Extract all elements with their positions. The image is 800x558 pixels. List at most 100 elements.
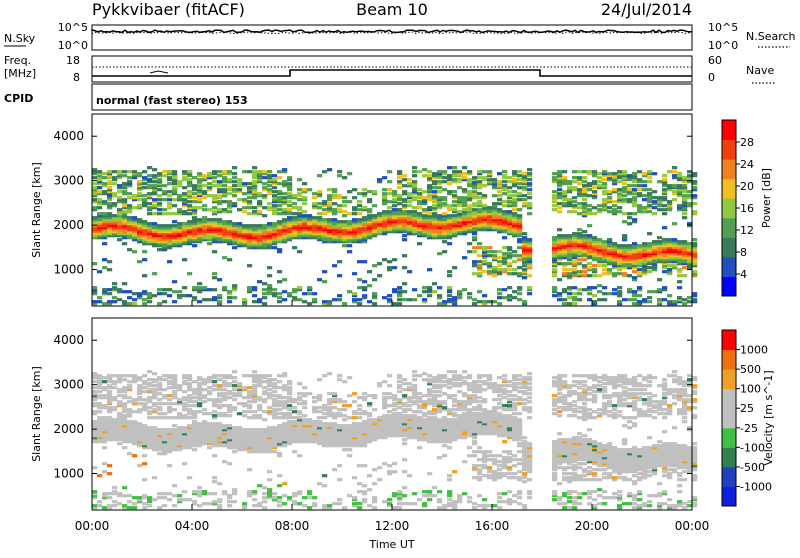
power-cell (212, 272, 217, 275)
velocity-cell (107, 390, 112, 393)
power-cell (192, 216, 197, 219)
power-cell (327, 168, 332, 171)
velocity-cell (362, 490, 367, 493)
power-cell (97, 296, 102, 299)
velocity-cell (157, 428, 162, 431)
power-cell (502, 192, 507, 195)
velocity-cell (137, 408, 142, 411)
cpid-value: normal (fast stereo) 153 (96, 94, 248, 107)
power-cell (137, 198, 142, 201)
velocity-cell (237, 412, 242, 415)
power-cell (502, 184, 507, 187)
power-cell (482, 170, 487, 173)
power-cell (632, 270, 637, 273)
power-cell (592, 274, 597, 277)
velocity-cell (197, 486, 202, 489)
power-cell (507, 194, 512, 197)
power-cell (477, 300, 482, 303)
power-cell (437, 252, 442, 255)
power-cell (207, 194, 212, 197)
power-cell (107, 212, 112, 215)
velocity-cell (247, 416, 252, 419)
power-cell (437, 196, 442, 199)
velocity-cell (417, 374, 422, 377)
power-cell (367, 214, 372, 217)
velocity-cell (197, 376, 202, 379)
power-cell (557, 170, 562, 173)
power-cell (102, 176, 107, 179)
power-cell (247, 182, 252, 185)
velocity-cell (267, 378, 272, 381)
power-cell (152, 184, 157, 187)
velocity-cell (142, 390, 147, 393)
power-cell (552, 204, 557, 207)
power-cell (162, 224, 167, 227)
power-cell (197, 286, 202, 289)
velocity-cell (197, 422, 202, 425)
power-cell (602, 182, 607, 185)
power-cell (482, 260, 487, 263)
velocity-cell (127, 500, 132, 503)
velocity-cell (332, 468, 337, 471)
power-cell (137, 172, 142, 175)
power-cell (602, 286, 607, 289)
velocity-cell (112, 490, 117, 493)
velocity-cell (122, 374, 127, 377)
velocity-cell (142, 494, 147, 497)
power-cell (112, 170, 117, 173)
velocity-cell (212, 384, 217, 387)
velocity-cell (357, 412, 362, 415)
velocity-cell (152, 384, 157, 387)
power-cell (397, 176, 402, 179)
power-cell (677, 274, 682, 277)
power-cell (682, 266, 687, 269)
power-cell (527, 274, 532, 277)
power-cell (157, 212, 162, 215)
power-cell (177, 222, 182, 225)
power-cell (672, 222, 677, 225)
power-cell (327, 202, 332, 205)
velocity-cell (267, 478, 272, 481)
velocity-cell (362, 464, 367, 467)
power-cell (472, 236, 477, 239)
velocity-cell (252, 490, 257, 493)
velocity-cell (167, 386, 172, 389)
velocity-cell (217, 412, 222, 415)
velocity-cell (257, 414, 262, 417)
power-cell (642, 184, 647, 187)
power-cell (242, 192, 247, 195)
power-cell (162, 190, 167, 193)
power-cell (177, 194, 182, 197)
freq-trace (92, 70, 692, 76)
power-cell (352, 206, 357, 209)
power-cell (487, 250, 492, 253)
power-cell (477, 246, 482, 249)
power-cell (432, 282, 437, 285)
velocity-cell (362, 396, 367, 399)
power-cell (447, 270, 452, 273)
power-cell (167, 190, 172, 193)
power-cell (632, 242, 637, 245)
power-cell (567, 186, 572, 189)
power-cell (492, 266, 497, 269)
power-cell (597, 238, 602, 241)
velocity-cell (302, 386, 307, 389)
power-cell (187, 204, 192, 207)
velocity-cell (207, 412, 212, 415)
power-cell (337, 204, 342, 207)
power-cell (422, 208, 427, 211)
power-cell (177, 208, 182, 211)
power-cell (557, 228, 562, 231)
power-cell (372, 264, 377, 267)
power-cell (597, 180, 602, 183)
velocity-cell (227, 404, 232, 407)
power-cell (447, 298, 452, 301)
velocity-cell (312, 496, 317, 499)
velocity-cell (372, 418, 377, 421)
power-cell (502, 288, 507, 291)
velocity-cell (287, 404, 292, 407)
power-cell (407, 204, 412, 207)
power-cell (392, 288, 397, 291)
velocity-cell (272, 394, 277, 397)
power-cell (202, 286, 207, 289)
